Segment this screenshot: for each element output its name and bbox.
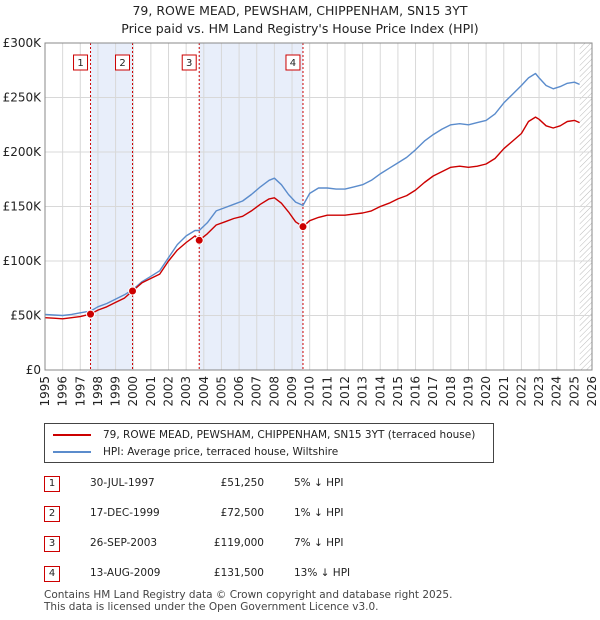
legend-swatch-hpi (53, 451, 91, 453)
legend: 79, ROWE MEAD, PEWSHAM, CHIPPENHAM, SN15… (44, 423, 494, 463)
x-tick-label: 1997 (73, 376, 87, 407)
sale-number-badge: 1 (44, 476, 60, 492)
sale-row: 4 13-AUG-2009 £131,500 13% ↓ HPI (44, 566, 364, 582)
x-tick-label: 2020 (479, 376, 493, 407)
sale-number-badge: 2 (44, 506, 60, 522)
x-tick-label: 2022 (514, 376, 528, 407)
sale-date: 26-SEP-2003 (90, 537, 158, 549)
x-tick-label: 2008 (267, 376, 281, 407)
x-tick-label: 1998 (91, 376, 105, 407)
legend-label-price: 79, ROWE MEAD, PEWSHAM, CHIPPENHAM, SN15… (103, 429, 476, 441)
x-tick-label: 2015 (391, 376, 405, 407)
y-tick-label: £300K (3, 36, 43, 50)
x-tick-label: 2024 (550, 376, 564, 407)
footer-licence: This data is licensed under the Open Gov… (44, 601, 379, 613)
sale-price: £51,250 (220, 477, 264, 489)
sale-number-box (285, 54, 301, 71)
x-tick-label: 2002 (162, 376, 176, 407)
x-tick-label: 2001 (144, 376, 158, 407)
sale-hpi-diff: 13% ↓ HPI (294, 567, 351, 579)
sale-number-label: 2 (119, 58, 125, 69)
x-tick-label: 1999 (109, 376, 123, 407)
x-tick-label: 2018 (444, 376, 458, 407)
x-tick-label: 2014 (373, 376, 387, 407)
x-tick-label: 2004 (197, 376, 211, 407)
x-tick-label: 2000 (126, 376, 140, 407)
y-tick-label: £50K (10, 309, 42, 323)
x-tick-label: 1995 (38, 376, 52, 407)
x-tick-label: 2021 (497, 376, 511, 407)
x-tick-label: 2017 (426, 376, 440, 407)
y-tick-label: £0 (26, 363, 41, 377)
sale-hpi-diff: 1% ↓ HPI (294, 507, 344, 519)
sale-number-box (115, 54, 131, 71)
sale-price: £131,500 (213, 567, 264, 579)
sale-number-badge: 4 (44, 566, 60, 582)
sale-price: £119,000 (213, 537, 264, 549)
x-tick-label: 2012 (338, 376, 352, 407)
chart-title: 79, ROWE MEAD, PEWSHAM, CHIPPENHAM, SN15… (132, 3, 468, 18)
sale-point-marker (128, 286, 138, 296)
legend-item-price: 79, ROWE MEAD, PEWSHAM, CHIPPENHAM, SN15… (53, 427, 475, 443)
x-tick-label: 2010 (303, 376, 317, 407)
sale-row: 2 17-DEC-1999 £72,500 1% ↓ HPI (44, 506, 364, 522)
sale-number-badge: 3 (44, 536, 60, 552)
footer-copyright: Contains HM Land Registry data © Crown c… (44, 589, 453, 601)
sale-number-label: 1 (77, 58, 83, 69)
price-series-line (44, 116, 580, 320)
chart-subtitle: Price paid vs. HM Land Registry's House … (121, 21, 479, 36)
sale-hpi-diff: 5% ↓ HPI (294, 477, 344, 489)
x-tick-label: 2019 (461, 376, 475, 407)
sale-date: 17-DEC-1999 (90, 507, 160, 519)
legend-swatch-price (53, 434, 91, 436)
sale-point-marker (86, 309, 96, 319)
sale-number-box (73, 54, 89, 71)
x-tick-label: 2026 (585, 376, 599, 407)
sale-row: 3 26-SEP-2003 £119,000 7% ↓ HPI (44, 536, 364, 552)
sale-number-label: 4 (290, 58, 296, 69)
sale-hpi-diff: 7% ↓ HPI (294, 537, 344, 549)
sale-row: 1 30-JUL-1997 £51,250 5% ↓ HPI (44, 476, 364, 492)
x-tick-label: 2011 (320, 376, 334, 407)
x-tick-label: 2005 (214, 376, 228, 407)
x-tick-label: 2013 (356, 376, 370, 407)
legend-label-hpi: HPI: Average price, terraced house, Wilt… (103, 446, 339, 458)
x-tick-label: 2023 (532, 376, 546, 407)
hpi-series-line (44, 72, 580, 317)
y-tick-label: £250K (3, 91, 43, 105)
y-tick-label: £150K (3, 200, 43, 214)
x-tick-label: 2025 (567, 376, 581, 407)
sale-number-box (181, 54, 197, 71)
plot-border (44, 42, 593, 371)
sale-price: £72,500 (220, 507, 264, 519)
x-tick-label: 2003 (179, 376, 193, 407)
y-tick-label: £200K (3, 145, 43, 159)
x-tick-label: 2006 (232, 376, 246, 407)
sale-point-marker (298, 222, 308, 232)
x-tick-label: 2009 (285, 376, 299, 407)
y-tick-label: £100K (3, 254, 43, 268)
sale-number-label: 3 (186, 58, 192, 69)
sale-point-marker (194, 235, 204, 245)
sale-date: 30-JUL-1997 (90, 477, 155, 489)
x-tick-label: 1996 (56, 376, 70, 407)
x-tick-label: 2016 (409, 376, 423, 407)
sale-date: 13-AUG-2009 (90, 567, 161, 579)
x-tick-label: 2007 (250, 376, 264, 407)
legend-item-hpi: HPI: Average price, terraced house, Wilt… (53, 444, 338, 460)
